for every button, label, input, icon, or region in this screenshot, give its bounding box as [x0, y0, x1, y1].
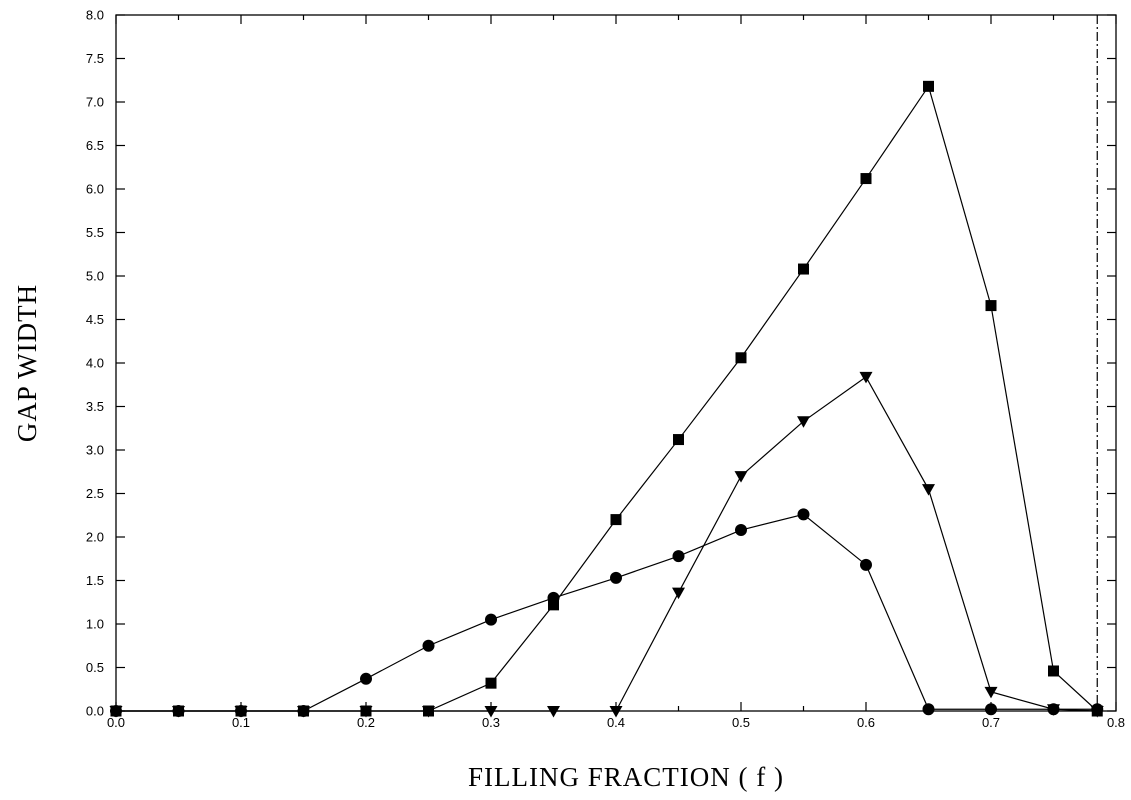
y-axis-title: GAP WIDTH [12, 284, 42, 442]
x-tick-label: 0.1 [232, 715, 250, 730]
square-point [985, 300, 997, 312]
triangle-point [797, 416, 810, 428]
x-tick-label: 0.5 [732, 715, 750, 730]
circle-point [1091, 703, 1104, 716]
y-tick-label: 1.0 [86, 617, 104, 632]
circle-point [547, 591, 560, 604]
square-point [610, 514, 622, 526]
square-point [923, 80, 934, 92]
y-tick-label: 0.5 [86, 660, 104, 675]
circle-point [235, 705, 247, 717]
x-tick-label: 0.2 [357, 715, 375, 730]
square-point [485, 677, 497, 689]
square-point [860, 173, 872, 185]
y-tick-label: 4.5 [86, 312, 104, 327]
series-triangle-down [109, 371, 1104, 718]
circle-point [1047, 703, 1060, 716]
y-tick-label: 3.0 [86, 443, 104, 458]
x-axis-title: FILLING FRACTION ( f ) [468, 762, 784, 792]
circle-point [422, 639, 435, 652]
circle-point [860, 558, 872, 571]
y-tick-label: 6.0 [86, 182, 104, 197]
circle-point [110, 705, 122, 717]
circle-point [672, 550, 685, 563]
x-tick-label: 0.8 [1107, 715, 1125, 730]
circle-point [360, 672, 372, 685]
x-tick-label: 0.7 [982, 715, 1000, 730]
y-tick-label: 2.5 [86, 486, 104, 501]
series-line-circle [116, 513, 1098, 712]
triangle-point [859, 371, 873, 384]
square-point [1048, 665, 1059, 677]
data-series [109, 80, 1104, 718]
circle-point [922, 703, 935, 716]
y-tick-label: 4.0 [86, 356, 104, 371]
circle-point [735, 524, 747, 537]
series-square [110, 80, 1103, 717]
series-line-square [116, 84, 1098, 712]
series-line-triangle-down [116, 376, 1098, 712]
y-tick-label: 6.5 [86, 138, 104, 153]
square-point [673, 434, 684, 446]
circle-point [172, 705, 185, 717]
x-tick-label: 0.4 [607, 715, 625, 730]
triangle-point [984, 686, 998, 699]
triangle-point [734, 471, 748, 483]
circle-point [985, 703, 997, 716]
circle-point [485, 613, 497, 626]
y-tick-label: 7.5 [86, 51, 104, 66]
square-point [735, 352, 747, 364]
triangle-point [922, 484, 935, 496]
y-tick-label: 8.0 [86, 8, 104, 23]
triangle-point [484, 706, 498, 718]
y-tick-label: 5.0 [86, 269, 104, 284]
circle-point [610, 571, 622, 584]
y-tick-label: 2.0 [86, 530, 104, 545]
square-point [548, 599, 559, 611]
x-tick-label: 0.6 [857, 715, 875, 730]
triangle-point [672, 587, 685, 600]
triangle-point [359, 706, 373, 718]
triangle-point [547, 706, 560, 718]
triangle-point [422, 706, 435, 718]
triangle-point [609, 706, 623, 718]
y-tick-label: 0.0 [86, 704, 104, 719]
x-tick-label: 0.0 [107, 715, 125, 730]
square-point [798, 263, 809, 275]
circle-point [797, 508, 810, 521]
circle-point [297, 705, 310, 717]
y-tick-label: 7.0 [86, 95, 104, 110]
axes [115, 14, 1117, 712]
y-tick-label: 3.5 [86, 399, 104, 414]
y-tick-label: 1.5 [86, 573, 104, 588]
series-circle [110, 508, 1104, 717]
plot-frame [115, 14, 1117, 712]
y-tick-label: 5.5 [86, 225, 104, 240]
x-tick-label: 0.3 [482, 715, 500, 730]
